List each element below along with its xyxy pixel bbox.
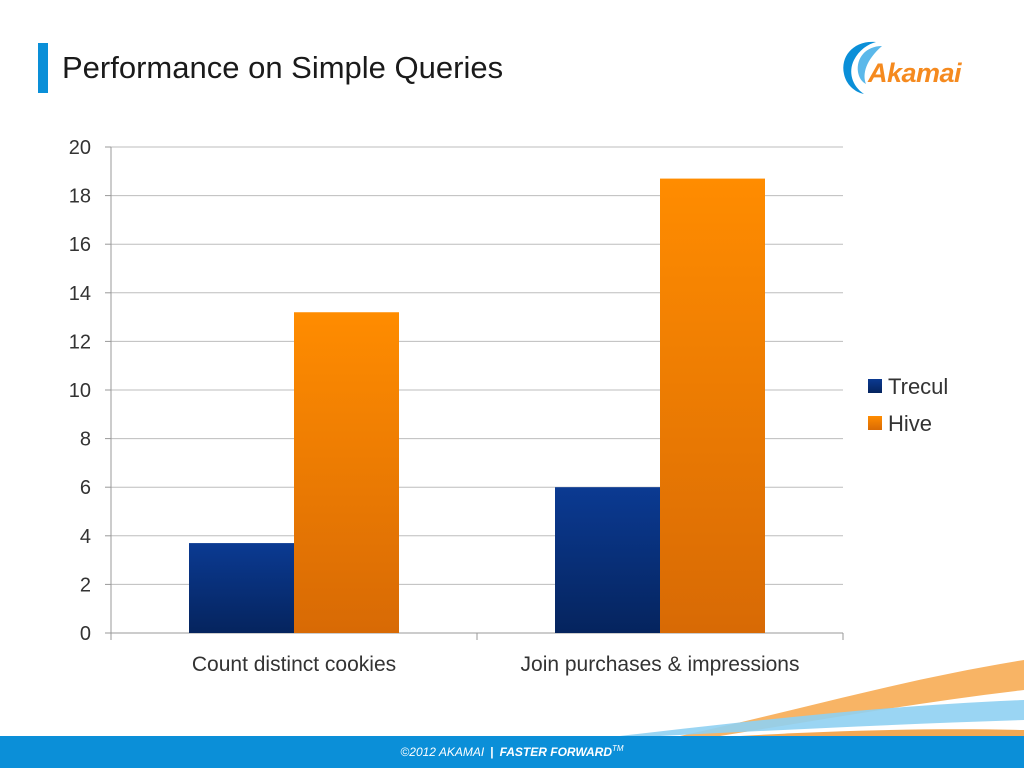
bar-trecul-2	[555, 487, 660, 633]
y-tick-label: 18	[69, 186, 91, 208]
footer-separator: |	[490, 745, 494, 759]
y-tick-label: 16	[69, 234, 91, 256]
footer: ©2012 AKAMAI | FASTER FORWARDTM	[0, 744, 1024, 759]
legend-label-hive: Hive	[888, 411, 932, 436]
y-tick-label: 12	[69, 331, 91, 353]
y-tick-label: 10	[69, 380, 91, 402]
bar-trecul-1	[189, 543, 294, 633]
x-category-label: Join purchases & impressions	[521, 653, 800, 676]
x-category-label: Count distinct cookies	[192, 653, 396, 676]
slide-title: Performance on Simple Queries	[62, 50, 504, 85]
y-tick-label: 4	[80, 526, 91, 548]
y-tick-label: 0	[80, 623, 91, 645]
chart-legend: Trecul Hive	[868, 374, 948, 436]
y-tick-label: 20	[69, 137, 91, 159]
y-tick-label: 6	[80, 477, 91, 499]
bars	[189, 178, 765, 633]
akamai-logo-text: Akamai	[868, 58, 962, 88]
bar-hive-2	[660, 178, 765, 633]
legend-swatch-trecul	[868, 379, 882, 393]
footer-band	[0, 736, 1024, 768]
footer-trademark: TM	[612, 744, 624, 753]
title-accent-bar	[38, 43, 48, 93]
y-tick-label: 14	[69, 283, 91, 305]
axis-labels: 0 2 4 6 8 10 12 14 16 18 20 Count distinct cookies J…	[69, 137, 800, 676]
bar-hive-1	[294, 312, 399, 633]
legend-swatch-hive	[868, 416, 882, 430]
y-tick-label: 2	[80, 574, 91, 596]
legend-label-trecul: Trecul	[888, 374, 948, 399]
footer-copyright: ©2012 AKAMAI	[400, 745, 485, 759]
footer-wave-decoration	[620, 660, 1024, 736]
akamai-logo: Akamai	[836, 36, 986, 100]
y-tick-label: 8	[80, 429, 91, 451]
akamai-logo-swoosh-icon	[843, 41, 882, 94]
bar-chart: 0 2 4 6 8 10 12 14 16 18 20 Count distinct cookies J…	[69, 137, 949, 676]
footer-slogan: FASTER FORWARD	[499, 745, 613, 759]
